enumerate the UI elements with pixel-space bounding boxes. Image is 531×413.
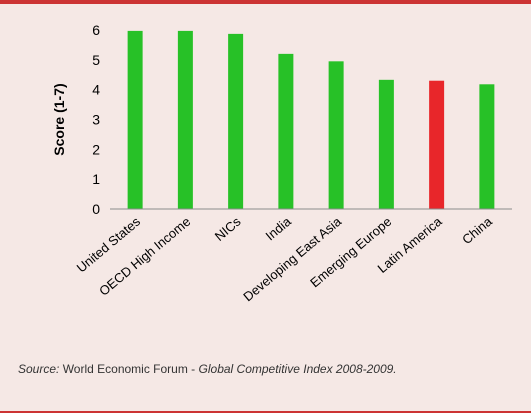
bottom-accent-rule bbox=[0, 411, 531, 413]
y-tick-label: 6 bbox=[92, 22, 100, 38]
bar bbox=[479, 84, 495, 209]
bar bbox=[177, 30, 193, 209]
bars bbox=[127, 30, 495, 210]
y-tick-label: 4 bbox=[92, 82, 100, 98]
top-accent-rule bbox=[0, 0, 531, 4]
bar bbox=[228, 33, 244, 210]
y-axis-ticks: 0 1 2 3 4 5 6 bbox=[92, 22, 100, 217]
bar bbox=[378, 79, 394, 210]
x-tick-label: China bbox=[459, 213, 495, 247]
y-tick-label: 1 bbox=[92, 171, 100, 187]
source-note: Source: World Economic Forum - Global Co… bbox=[18, 362, 397, 376]
source-label: Source: bbox=[18, 362, 60, 376]
x-tick-label: Developing East Asia bbox=[240, 213, 344, 304]
y-axis-label: Score (1-7) bbox=[51, 83, 67, 155]
x-tick-label: NICs bbox=[212, 213, 244, 243]
source-title: Global Competitive Index 2008-2009. bbox=[198, 362, 397, 376]
x-tick-label: India bbox=[263, 213, 295, 243]
source-publisher: World Economic Forum - bbox=[59, 362, 199, 376]
y-tick-label: 2 bbox=[92, 141, 100, 157]
y-tick-label: 5 bbox=[92, 52, 100, 68]
x-tick-label: OECD High Income bbox=[96, 214, 193, 299]
bar bbox=[127, 30, 143, 209]
bar bbox=[429, 80, 445, 209]
y-tick-label: 0 bbox=[92, 201, 100, 217]
bar bbox=[278, 53, 294, 209]
bar bbox=[328, 61, 344, 210]
y-tick-label: 3 bbox=[92, 112, 100, 128]
